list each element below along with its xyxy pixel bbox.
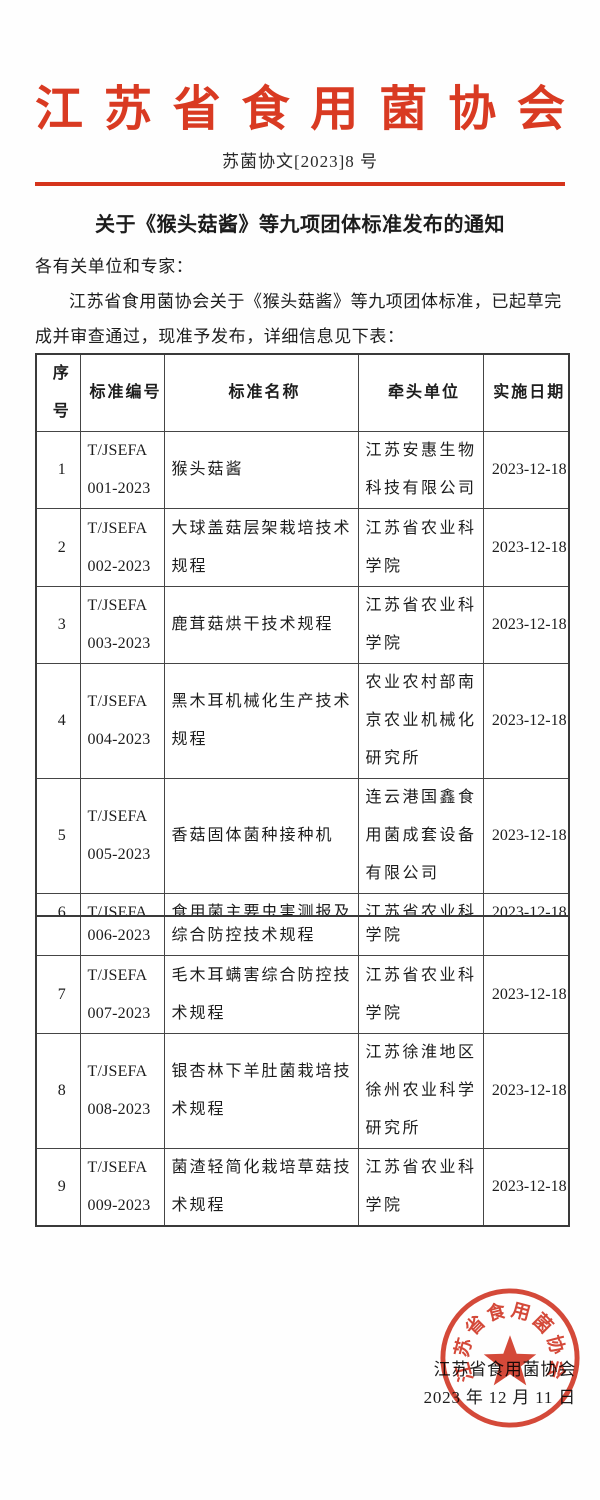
header-cell-name: 标准名称 <box>163 353 359 432</box>
cell-unit: 江苏省农业科 学院 <box>357 1148 484 1227</box>
cell-unit: 连云港国鑫食 用菌成套设备 有限公司 <box>357 778 484 894</box>
seal-circle <box>440 1288 580 1428</box>
cell-date: 2023-12-18 <box>482 1148 570 1227</box>
cell-index: 7 <box>35 955 81 1034</box>
cell-unit: 学院 <box>357 915 484 956</box>
cell-index: 8 <box>35 1033 81 1149</box>
standards-table-part2: 006-2023 综合防控技术规程 学院 7 T/JSEFA 007-2023 … <box>35 915 570 1227</box>
header-cell-index: 序号 <box>35 353 81 432</box>
table-row: 2 T/JSEFA 002-2023 大球盖菇层架栽培技术 规程 江苏省农业科 … <box>35 508 570 587</box>
cell-code: T/JSEFA 005-2023 <box>79 778 165 894</box>
cell-date: 2023-12-18 <box>482 586 570 664</box>
cell-index <box>35 915 81 956</box>
standards-table-part1: 序号 标准编号 标准名称 牵头单位 实施日期 1 T/JSEFA 001-202… <box>35 353 570 934</box>
cell-name: 毛木耳螨害综合防控技 术规程 <box>163 955 359 1034</box>
cell-index: 2 <box>35 508 81 587</box>
table-row: 4 T/JSEFA 004-2023 黑木耳机械化生产技术 规程 农业农村部南 … <box>35 663 570 779</box>
body-paragraph: 江苏省食用菌协会关于《猴头菇酱》等九项团体标准，已起草完 成并审查通过，现准予发… <box>35 292 562 346</box>
cell-name: 大球盖菇层架栽培技术 规程 <box>163 508 359 587</box>
cell-name: 香菇固体菌种接种机 <box>163 778 359 894</box>
cell-code: T/JSEFA 007-2023 <box>79 955 165 1034</box>
table-row: 7 T/JSEFA 007-2023 毛木耳螨害综合防控技 术规程 江苏省农业科… <box>35 955 570 1034</box>
cell-name: 鹿茸菇烘干技术规程 <box>163 586 359 664</box>
cell-code: T/JSEFA 009-2023 <box>79 1148 165 1227</box>
cell-index: 1 <box>35 431 81 509</box>
table-header-row: 序号 标准编号 标准名称 牵头单位 实施日期 <box>35 353 570 432</box>
cell-date: 2023-12-18 <box>482 663 570 779</box>
cell-code: T/JSEFA 008-2023 <box>79 1033 165 1149</box>
star-icon <box>483 1335 537 1386</box>
cell-date <box>482 915 570 956</box>
cell-code: T/JSEFA 002-2023 <box>79 508 165 587</box>
cell-unit: 江苏省农业科 学院 <box>357 508 484 587</box>
header-cell-code: 标准编号 <box>79 353 165 432</box>
cell-date: 2023-12-18 <box>482 508 570 587</box>
cell-name: 猴头菇酱 <box>163 431 359 509</box>
cell-date: 2023-12-18 <box>482 955 570 1034</box>
table-row: 1 T/JSEFA 001-2023 猴头菇酱 江苏安惠生物 科技有限公司 20… <box>35 431 570 509</box>
org-title: 江苏省食用菌协会 <box>35 83 565 136</box>
cell-index: 9 <box>35 1148 81 1227</box>
cell-date: 2023-12-18 <box>482 1033 570 1149</box>
cell-date: 2023-12-18 <box>482 778 570 894</box>
body-block: 各有关单位和专家： 江苏省食用菌协会关于《猴头菇酱》等九项团体标准，已起草完 成… <box>35 252 565 354</box>
cell-index: 3 <box>35 586 81 664</box>
red-divider-rule <box>35 181 565 186</box>
table-row: 9 T/JSEFA 009-2023 菌渣轻简化栽培草菇技 术规程 江苏省农业科… <box>35 1148 570 1227</box>
cell-date: 2023-12-18 <box>482 431 570 509</box>
cell-unit: 农业农村部南 京农业机械化 研究所 <box>357 663 484 779</box>
letterhead: 江苏省食用菌协会 苏菌协文[2023]8 号 <box>35 83 565 186</box>
seal-stamp-icon: 江苏省食用菌协会 <box>440 1288 580 1428</box>
cell-code: T/JSEFA 004-2023 <box>79 663 165 779</box>
table-row: 3 T/JSEFA 003-2023 鹿茸菇烘干技术规程 江苏省农业科 学院 2… <box>35 586 570 664</box>
cell-name: 菌渣轻简化栽培草菇技 术规程 <box>163 1148 359 1227</box>
cell-name: 综合防控技术规程 <box>163 915 359 956</box>
cell-code: T/JSEFA 001-2023 <box>79 431 165 509</box>
header-cell-date: 实施日期 <box>482 353 570 432</box>
doc-number: 苏菌协文[2023]8 号 <box>221 151 379 171</box>
cell-unit: 江苏徐淮地区 徐州农业科学 研究所 <box>357 1033 484 1149</box>
cell-code: 006-2023 <box>79 915 165 956</box>
header-cell-unit: 牵头单位 <box>357 353 484 432</box>
cell-index: 5 <box>35 778 81 894</box>
notice-title: 关于《猴头菇酱》等九项团体标准发布的通知 <box>95 214 505 236</box>
table-row: 5 T/JSEFA 005-2023 香菇固体菌种接种机 连云港国鑫食 用菌成套… <box>35 778 570 894</box>
cell-unit: 江苏省农业科 学院 <box>357 586 484 664</box>
cell-name: 黑木耳机械化生产技术 规程 <box>163 663 359 779</box>
table-row: 006-2023 综合防控技术规程 学院 <box>35 915 570 956</box>
cell-unit: 江苏省农业科 学院 <box>357 955 484 1034</box>
cell-name: 银杏林下羊肚菌栽培技 术规程 <box>163 1033 359 1149</box>
table-row: 8 T/JSEFA 008-2023 银杏林下羊肚菌栽培技 术规程 江苏徐淮地区… <box>35 1033 570 1149</box>
cell-code: T/JSEFA 003-2023 <box>79 586 165 664</box>
cell-unit: 江苏安惠生物 科技有限公司 <box>357 431 484 509</box>
salutation: 各有关单位和专家： <box>35 257 194 276</box>
cell-index: 4 <box>35 663 81 779</box>
